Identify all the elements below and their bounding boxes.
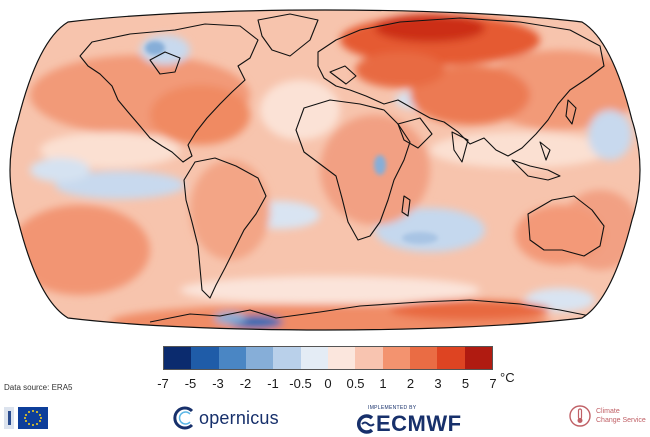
map-border <box>9 9 641 331</box>
legend-swatch <box>437 347 465 369</box>
legend-tick-label: 3 <box>434 376 442 391</box>
legend-tick-label: 0 <box>324 376 332 391</box>
legend-swatch <box>464 347 492 369</box>
legend-tick-label: 1 <box>379 376 387 391</box>
legend-tick-label: -1 <box>267 376 279 391</box>
ecmwf-wave-icon <box>356 414 375 434</box>
copernicus-logo: opernicus <box>172 404 279 432</box>
thermometer-icon <box>569 405 591 427</box>
legend-tick-label: -0.5 <box>289 376 312 391</box>
legend-tick-label: 2 <box>406 376 415 391</box>
map-field <box>10 10 640 330</box>
ecmwf-wordmark: ECMWF <box>376 411 462 436</box>
legend-swatch <box>300 347 328 369</box>
legend-swatch <box>245 347 274 369</box>
legend-colorbar <box>163 346 493 370</box>
c3s-line-1: Climate <box>596 408 620 415</box>
legend-swatch <box>273 347 301 369</box>
ecmwf-implemented-by: IMPLEMENTED BY <box>368 405 417 411</box>
legend-tick-label: 7 <box>489 376 497 391</box>
legend-swatch <box>191 347 219 369</box>
legend-tick-label: 0.5 <box>346 376 365 391</box>
legend-swatch <box>382 347 410 369</box>
legend-tick-label: 5 <box>461 376 470 391</box>
legend-tick-label: -5 <box>184 376 197 391</box>
legend-swatch <box>218 347 246 369</box>
c3s-logo: Climate Change Service <box>568 404 646 428</box>
legend-unit: °C <box>500 370 515 385</box>
c3s-line-2: Change Service <box>596 417 646 424</box>
eu-flag-logo <box>4 407 48 429</box>
temperature-anomaly-map <box>9 9 641 331</box>
legend-swatch <box>327 347 356 369</box>
copernicus-c-icon <box>173 406 194 430</box>
data-source-label: Data source: ERA5 <box>4 383 73 392</box>
copernicus-wordmark: opernicus <box>199 407 279 428</box>
ecmwf-logo: IMPLEMENTED BY ECMWF <box>356 405 462 437</box>
legend-tick-label: -3 <box>212 376 224 391</box>
legend-tick-label: -2 <box>239 376 252 391</box>
legend-swatch <box>409 347 438 369</box>
legend-tick-label: -7 <box>157 376 169 391</box>
legend-swatch <box>355 347 383 369</box>
legend-swatch <box>164 347 192 369</box>
